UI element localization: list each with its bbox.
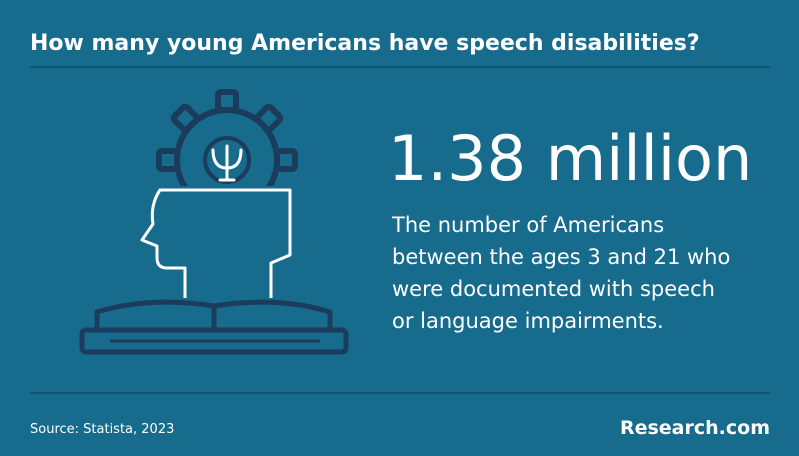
- title: How many young Americans have speech dis…: [30, 31, 700, 56]
- book: [79, 299, 349, 355]
- description-line: The number of Americans: [391, 213, 664, 237]
- headline-stat: 1.38 million: [388, 122, 752, 195]
- description-line: were documented with speech: [392, 277, 715, 301]
- description-line: or language impairments.: [392, 309, 664, 333]
- brand-logo: Research.com: [620, 417, 770, 439]
- head-outline: [140, 188, 292, 298]
- description-line: between the ages 3 and 21 who: [392, 245, 730, 269]
- gear: [156, 89, 298, 186]
- psi-symbol: [211, 144, 243, 182]
- icon: [79, 89, 349, 355]
- source: Source: Statista, 2023: [30, 422, 174, 437]
